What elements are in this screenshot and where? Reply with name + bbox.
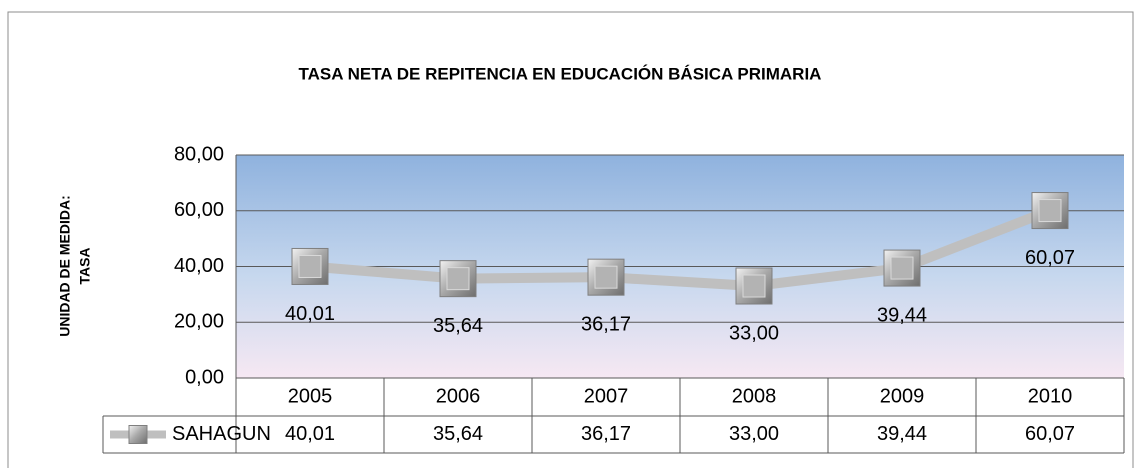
x-tick-label: 2007 [584, 385, 629, 407]
data-label: 39,44 [877, 304, 927, 326]
series-line [309, 205, 1052, 292]
table-value: 60,07 [1025, 423, 1075, 445]
table-value: 35,64 [433, 423, 483, 445]
marker-face [594, 265, 618, 289]
legend-label: SAHAGUN [172, 423, 271, 445]
y-tick-label: 40,00 [174, 255, 224, 277]
x-tick-label: 2009 [880, 385, 925, 407]
table-value: 33,00 [729, 423, 779, 445]
y-axis-label: TASA [77, 247, 93, 284]
table-value: 40,01 [285, 423, 335, 445]
y-tick-label: 80,00 [174, 143, 224, 165]
marker-face [298, 254, 322, 278]
table-value: 39,44 [877, 423, 927, 445]
y-tick-label: 60,00 [174, 199, 224, 221]
data-label: 40,01 [285, 303, 335, 325]
data-label: 36,17 [581, 313, 631, 335]
x-tick-label: 2010 [1028, 385, 1073, 407]
data-label: 35,64 [433, 315, 483, 337]
y-axis-label: UNIDAD DE MEDIDA: [57, 195, 73, 337]
marker-face [742, 274, 766, 298]
table-value: 36,17 [581, 423, 631, 445]
x-tick-label: 2008 [732, 385, 777, 407]
x-tick-label: 2006 [436, 385, 481, 407]
marker-face [446, 267, 470, 291]
y-tick-label: 0,00 [185, 366, 224, 388]
marker-face [890, 256, 914, 280]
chart-title: TASA NETA DE REPITENCIA EN EDUCACIÓN BÁS… [299, 64, 822, 83]
marker-face [1038, 199, 1062, 223]
legend-key-marker [128, 425, 148, 444]
x-tick-label: 2005 [288, 385, 333, 407]
data-label: 60,07 [1025, 247, 1075, 269]
y-tick-label: 20,00 [174, 311, 224, 333]
data-label: 33,00 [729, 322, 779, 344]
